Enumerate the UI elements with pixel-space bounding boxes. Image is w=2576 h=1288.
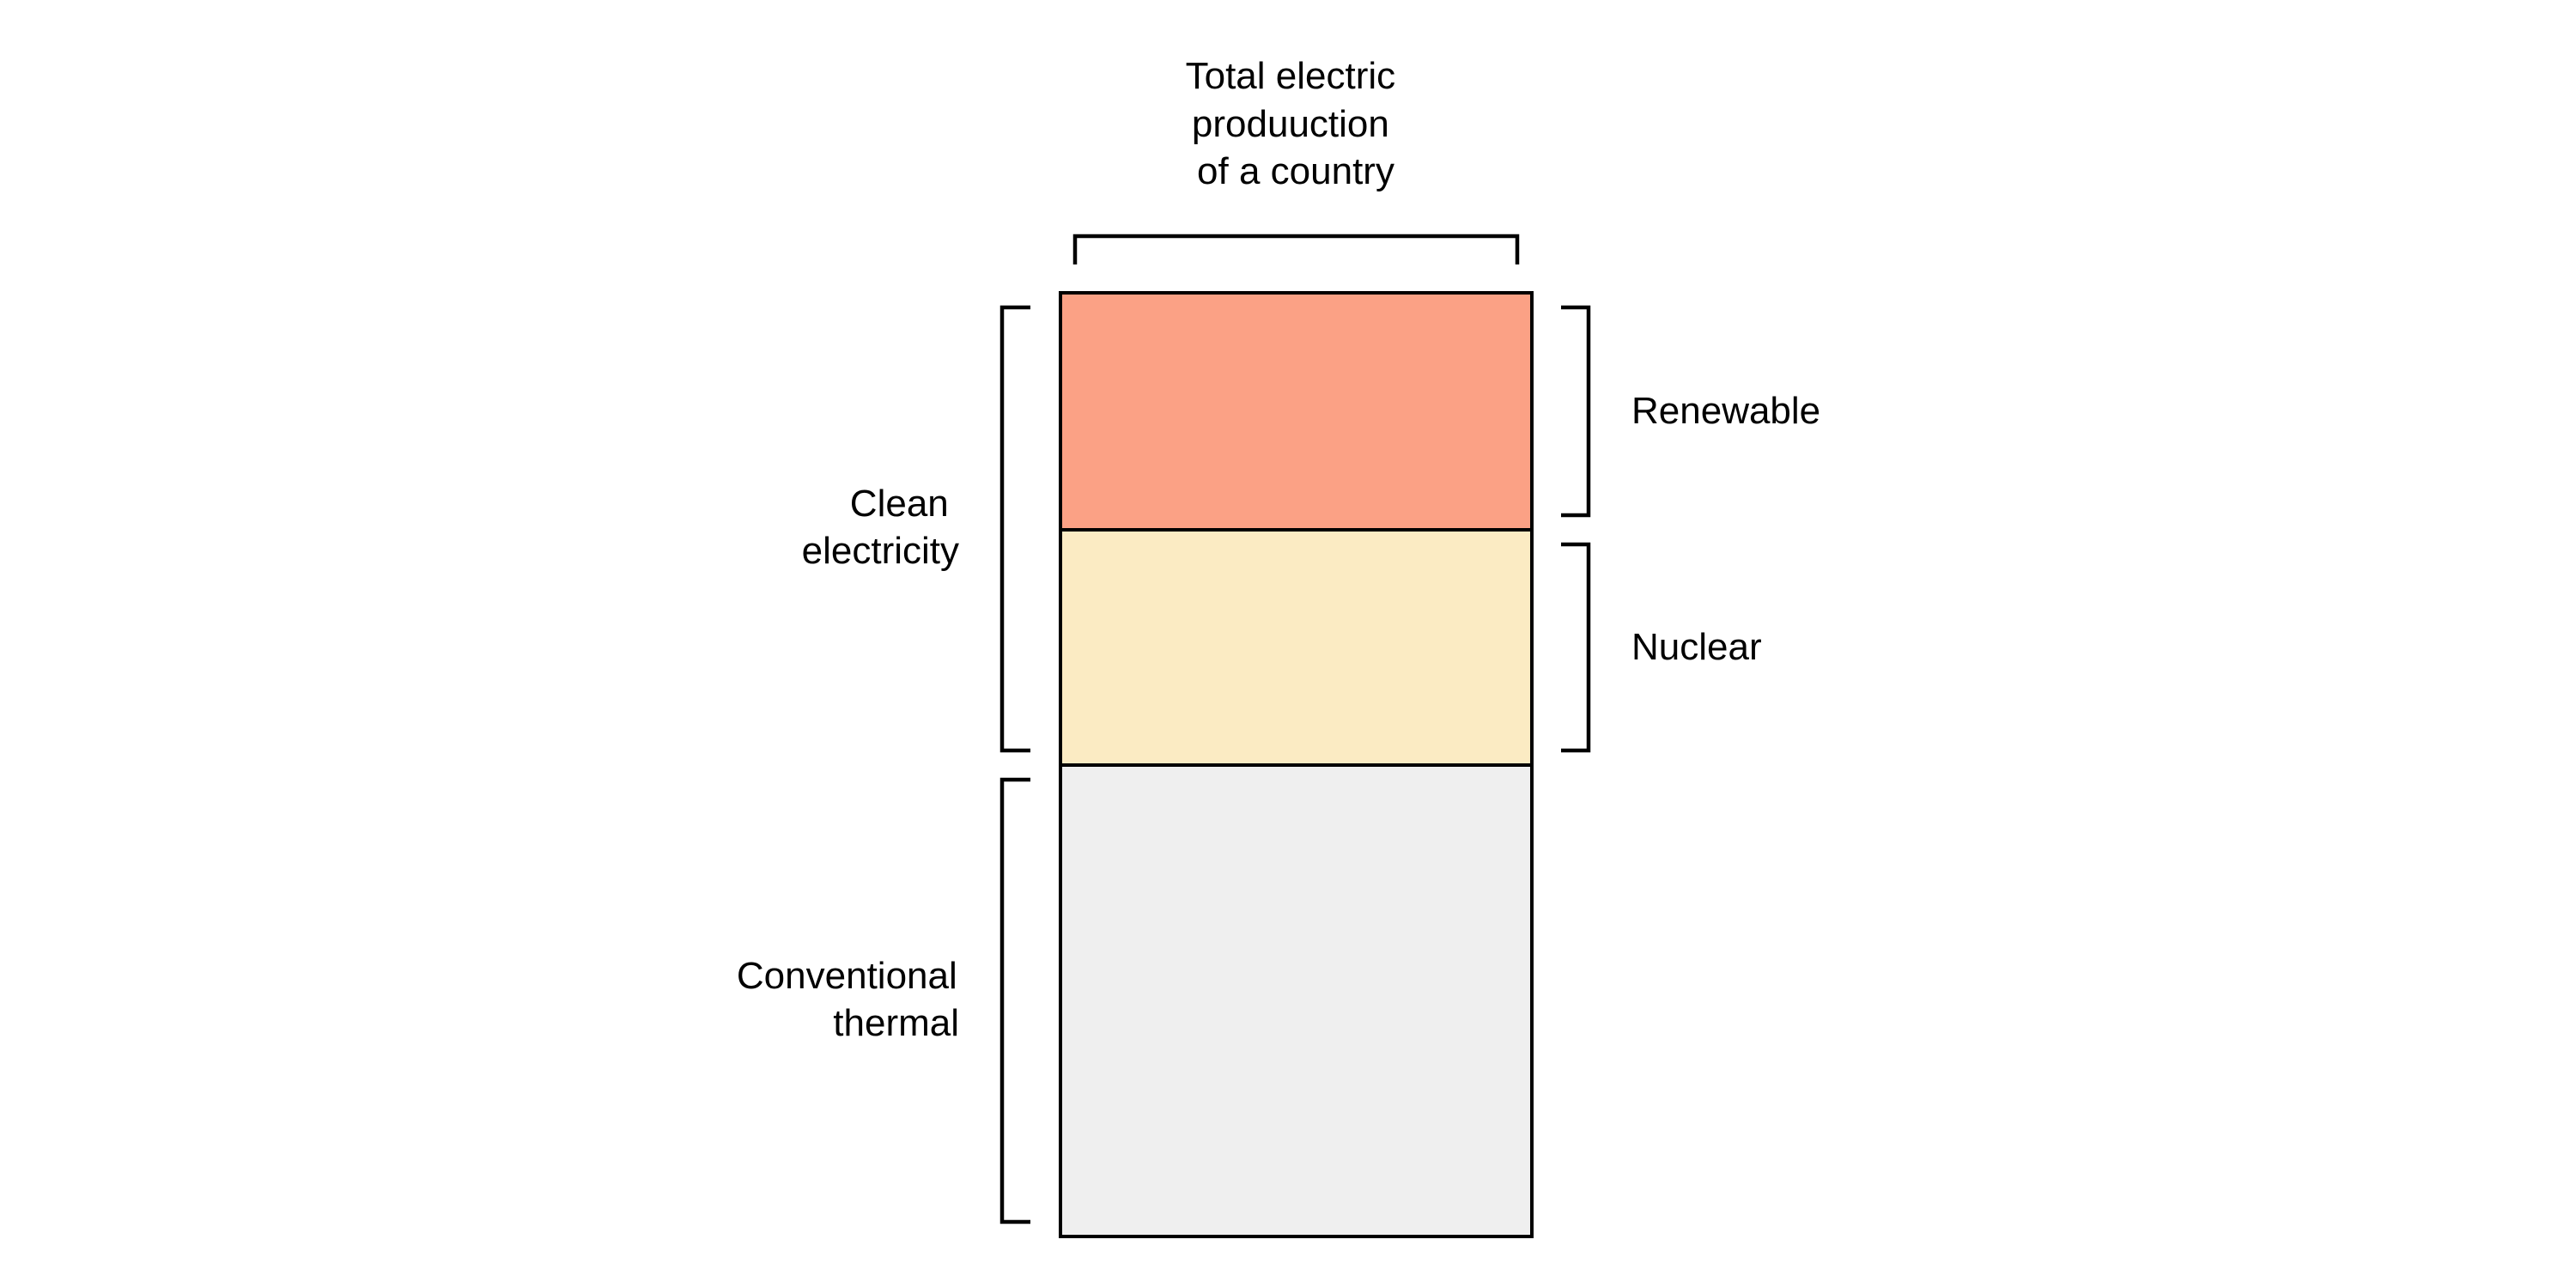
top-label-line-2: produuction: [1192, 103, 1389, 145]
label-clean-line-1: Clean: [850, 483, 949, 525]
segment-nuclear: [1059, 528, 1534, 767]
top-label-line-1: Total electric: [1186, 55, 1396, 97]
bracket-nuclear: [1561, 542, 1591, 753]
segment-renewable: [1059, 291, 1534, 532]
label-clean-line-2: electricity: [802, 530, 959, 572]
bracket-renewable: [1561, 305, 1591, 518]
top-label: Total electric produuction of a country: [1186, 55, 1406, 192]
top-label-line-3: of a country: [1197, 150, 1394, 192]
label-conventional-thermal: Conventional thermal: [737, 955, 968, 1044]
bracket-clean-electricity: [999, 305, 1030, 753]
top-bracket: [1072, 234, 1520, 264]
label-conventional-line-2: thermal: [833, 1002, 959, 1044]
label-conventional-line-1: Conventional: [737, 955, 957, 997]
bracket-conventional-thermal: [999, 777, 1030, 1224]
segment-conventional-thermal: [1059, 763, 1534, 1238]
label-nuclear: Nuclear: [1631, 626, 1762, 668]
label-clean-electricity: Clean electricity: [802, 483, 959, 572]
label-renewable: Renewable: [1631, 390, 1820, 432]
